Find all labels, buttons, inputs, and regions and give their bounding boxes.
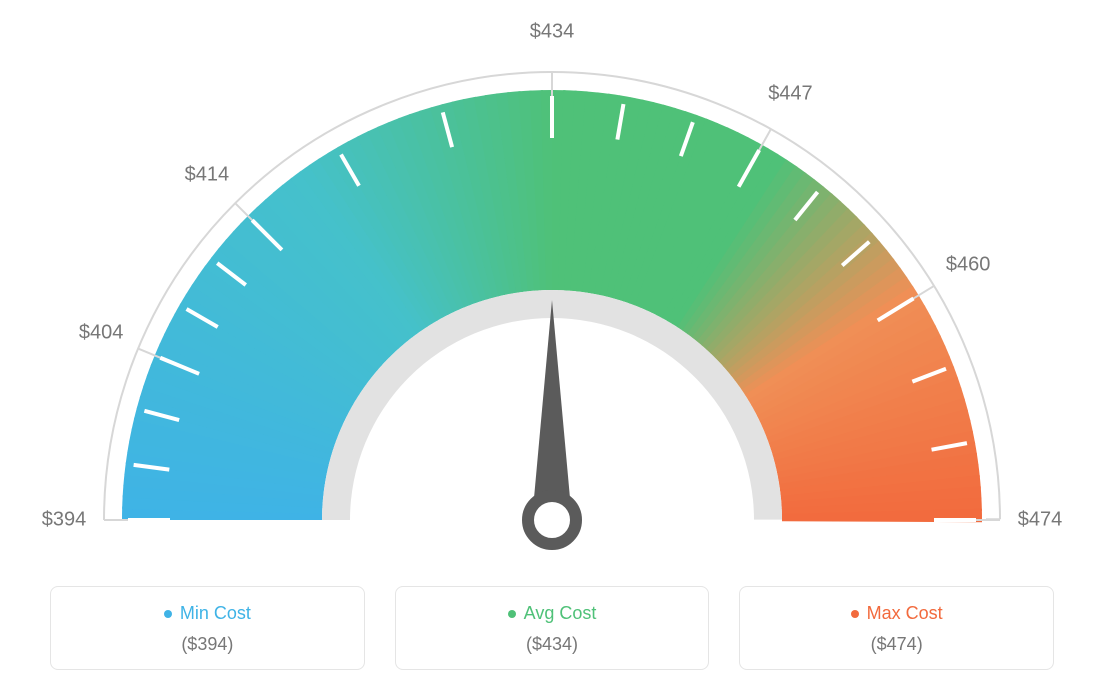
legend-row: Min Cost ($394) Avg Cost ($434) Max Cost… <box>50 586 1054 670</box>
legend-value-min: ($394) <box>61 634 354 655</box>
legend-card-min: Min Cost ($394) <box>50 586 365 670</box>
legend-label: Avg Cost <box>524 603 597 624</box>
legend-value-avg: ($434) <box>406 634 699 655</box>
tick-label: $447 <box>768 83 813 106</box>
legend-title-max: Max Cost <box>851 603 943 624</box>
tick-label: $460 <box>946 254 991 277</box>
tick-label: $434 <box>530 21 575 44</box>
tick-label: $404 <box>79 322 124 345</box>
tick-label: $414 <box>185 163 230 186</box>
legend-card-max: Max Cost ($474) <box>739 586 1054 670</box>
gauge-svg <box>0 0 1104 570</box>
legend-label: Min Cost <box>180 603 251 624</box>
dot-icon <box>851 610 859 618</box>
legend-title-min: Min Cost <box>164 603 251 624</box>
legend-title-avg: Avg Cost <box>508 603 597 624</box>
legend-label: Max Cost <box>867 603 943 624</box>
tick-label: $474 <box>1018 509 1063 532</box>
chart-container: $394 $404 $414 $434 $447 $460 $474 Min Cost ($… <box>0 0 1104 690</box>
legend-value-max: ($474) <box>750 634 1043 655</box>
dot-icon <box>164 610 172 618</box>
dot-icon <box>508 610 516 618</box>
tick-label: $394 <box>42 509 87 532</box>
legend-card-avg: Avg Cost ($434) <box>395 586 710 670</box>
gauge: $394 $404 $414 $434 $447 $460 $474 <box>0 0 1104 570</box>
